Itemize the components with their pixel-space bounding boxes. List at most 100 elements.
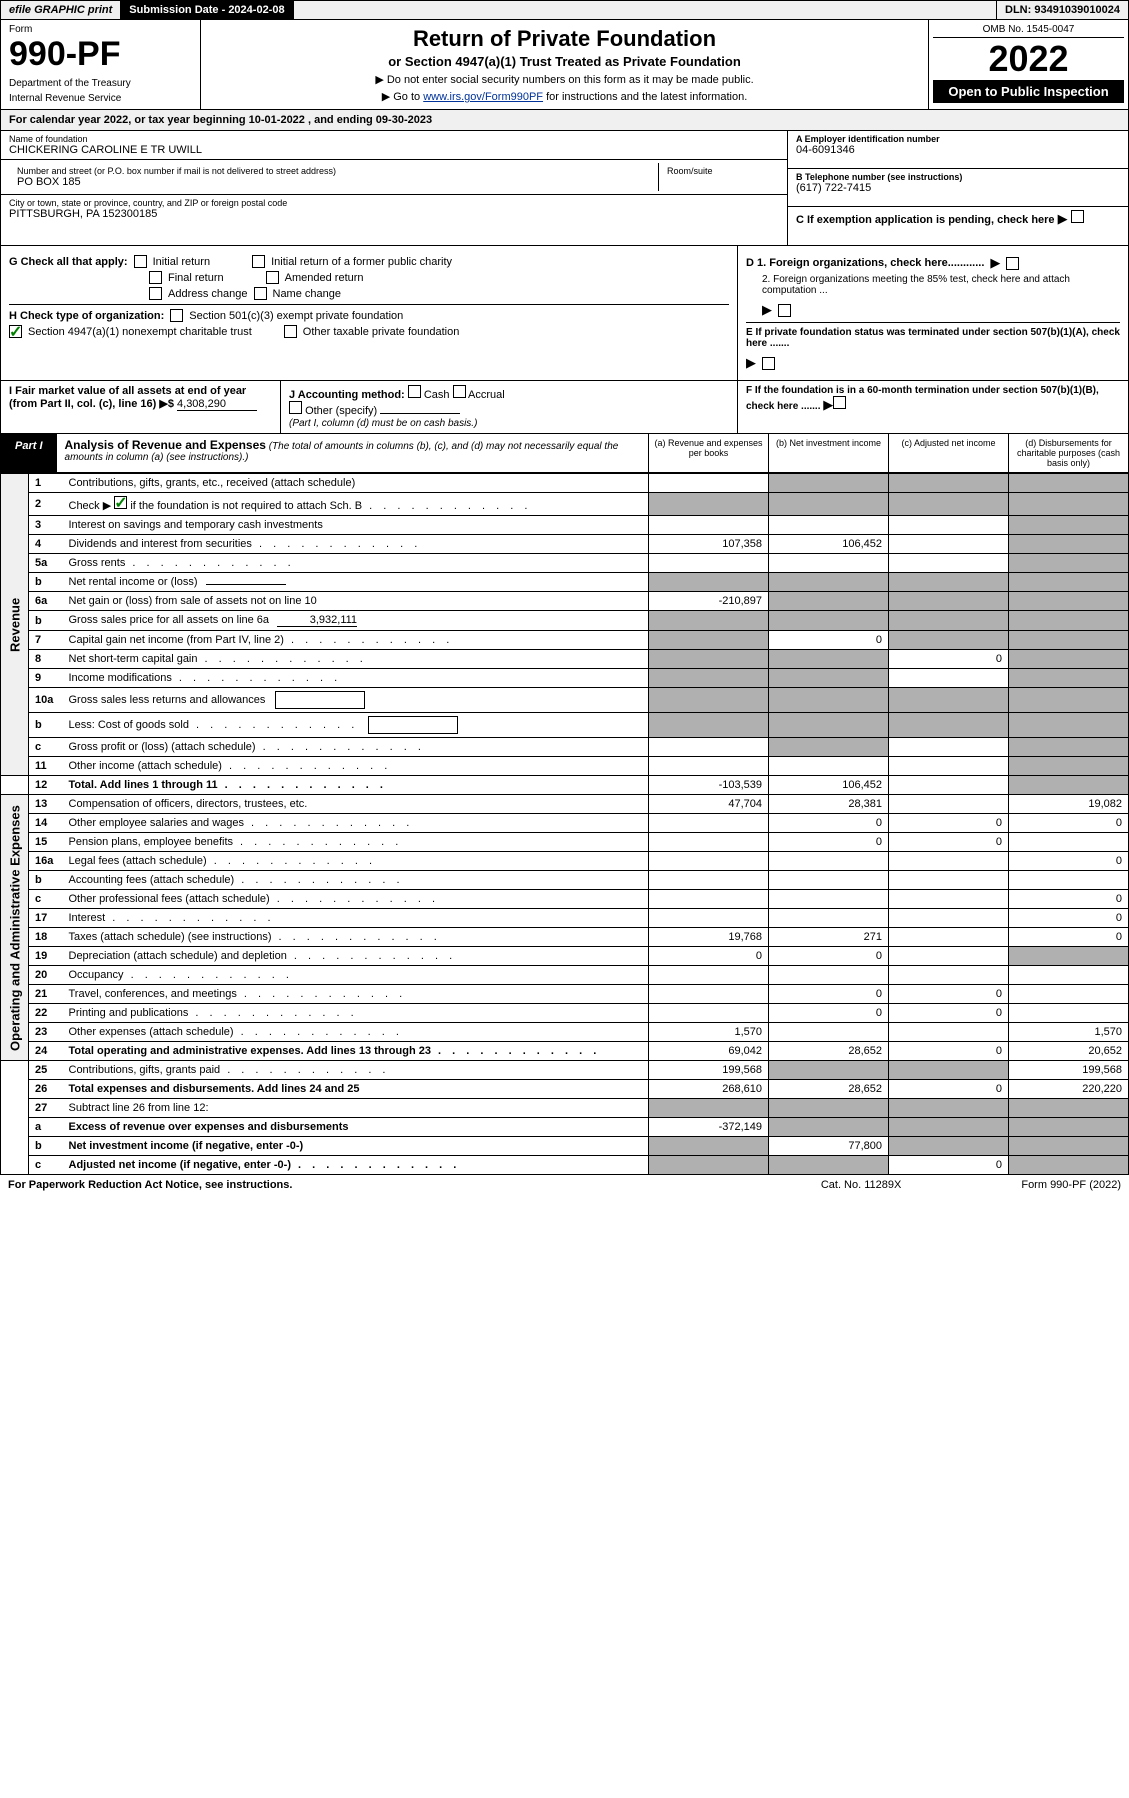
checkbox-cash[interactable]: [408, 385, 421, 398]
entity-info: Name of foundation CHICKERING CAROLINE E…: [0, 131, 1129, 246]
table-row: 5a Gross rents: [1, 554, 1129, 573]
checkbox-e[interactable]: [762, 357, 775, 370]
check-section: G Check all that apply: Initial return I…: [0, 246, 1129, 381]
table-row: 20 Occupancy: [1, 966, 1129, 985]
checkbox-f[interactable]: [833, 396, 846, 409]
table-row: b Gross sales price for all assets on li…: [1, 611, 1129, 631]
part1-title: Analysis of Revenue and Expenses (The to…: [57, 434, 648, 472]
checkbox-other-method[interactable]: [289, 401, 302, 414]
checkbox-d2[interactable]: [778, 304, 791, 317]
accounting-cell: J Accounting method: Cash Accrual Other …: [281, 381, 738, 433]
table-row: 17 Interest 0: [1, 909, 1129, 928]
table-row: b Accounting fees (attach schedule): [1, 871, 1129, 890]
table-row: 16a Legal fees (attach schedule) 0: [1, 852, 1129, 871]
irs-link[interactable]: www.irs.gov/Form990PF: [423, 91, 543, 103]
table-row: 4 Dividends and interest from securities…: [1, 535, 1129, 554]
h-label: H Check type of organization:: [9, 310, 164, 322]
opex-side-label: Operating and Administrative Expenses: [1, 795, 29, 1061]
table-row: 25 Contributions, gifts, grants paid 199…: [1, 1061, 1129, 1080]
g-label: G Check all that apply:: [9, 256, 128, 268]
foundation-name: CHICKERING CAROLINE E TR UWILL: [9, 144, 779, 156]
fmv-value: 4,308,290: [177, 398, 257, 411]
table-row: 9 Income modifications: [1, 669, 1129, 688]
checkbox-name[interactable]: [254, 287, 267, 300]
form-subtitle: or Section 4947(a)(1) Trust Treated as P…: [207, 54, 922, 69]
checkbox-other-taxable[interactable]: [284, 325, 297, 338]
col-a-header: (a) Revenue and expenses per books: [648, 434, 768, 472]
checkbox-amended[interactable]: [266, 271, 279, 284]
checkbox-initial-former[interactable]: [252, 255, 265, 268]
table-row: 19 Depreciation (attach schedule) and de…: [1, 947, 1129, 966]
checkbox-501c3[interactable]: [170, 309, 183, 322]
checkbox-c[interactable]: [1071, 210, 1084, 223]
form-ref: Form 990-PF (2022): [1021, 1179, 1121, 1191]
table-row: 18 Taxes (attach schedule) (see instruct…: [1, 928, 1129, 947]
checkbox-address[interactable]: [149, 287, 162, 300]
cat-no: Cat. No. 11289X: [821, 1179, 902, 1191]
table-row: c Adjusted net income (if negative, ente…: [1, 1156, 1129, 1175]
table-row: Revenue 1 Contributions, gifts, grants, …: [1, 474, 1129, 493]
revenue-side-label: Revenue: [1, 474, 29, 776]
table-row: c Other professional fees (attach schedu…: [1, 890, 1129, 909]
dln: DLN: 93491039010024: [996, 1, 1128, 19]
header-right: OMB No. 1545-0047 2022 Open to Public In…: [928, 20, 1128, 109]
checkbox-final[interactable]: [149, 271, 162, 284]
table-row: 11 Other income (attach schedule): [1, 757, 1129, 776]
fmv-section: I Fair market value of all assets at end…: [0, 381, 1129, 434]
table-row: b Less: Cost of goods sold: [1, 713, 1129, 738]
checkbox-sch-b[interactable]: [114, 496, 127, 509]
checkbox-4947[interactable]: [9, 325, 22, 338]
col-d-header: (d) Disbursements for charitable purpose…: [1008, 434, 1128, 472]
ein-cell: A Employer identification number 04-6091…: [788, 131, 1128, 169]
checkbox-accrual[interactable]: [453, 385, 466, 398]
phone-cell: B Telephone number (see instructions) (6…: [788, 169, 1128, 207]
address-cell: Number and street (or P.O. box number if…: [1, 160, 787, 195]
table-row: 24 Total operating and administrative ex…: [1, 1042, 1129, 1061]
calendar-year-line: For calendar year 2022, or tax year begi…: [0, 110, 1129, 131]
submission-date: Submission Date - 2024-02-08: [121, 1, 293, 19]
table-row: 26 Total expenses and disbursements. Add…: [1, 1080, 1129, 1099]
room-label: Room/suite: [667, 166, 771, 176]
table-row: 8 Net short-term capital gain 0: [1, 650, 1129, 669]
table-row: 2 Check ▶ if the foundation is not requi…: [1, 493, 1129, 516]
fmv-cell: I Fair market value of all assets at end…: [1, 381, 281, 433]
checkbox-initial[interactable]: [134, 255, 147, 268]
table-row: 27 Subtract line 26 from line 12:: [1, 1099, 1129, 1118]
phone: (617) 722-7415: [796, 182, 1120, 194]
part1-label: Part I: [1, 434, 57, 472]
table-row: 10a Gross sales less returns and allowan…: [1, 688, 1129, 713]
page-footer: For Paperwork Reduction Act Notice, see …: [0, 1175, 1129, 1195]
part1-header: Part I Analysis of Revenue and Expenses …: [0, 434, 1129, 473]
arrow-icon: ▶: [1058, 211, 1072, 226]
open-inspection: Open to Public Inspection: [933, 80, 1124, 103]
paperwork-notice: For Paperwork Reduction Act Notice, see …: [8, 1179, 821, 1191]
analysis-table: Revenue 1 Contributions, gifts, grants, …: [0, 473, 1129, 1175]
f-cell: F If the foundation is in a 60-month ter…: [738, 381, 1128, 433]
dept-irs: Internal Revenue Service: [9, 93, 192, 104]
table-row: c Gross profit or (loss) (attach schedul…: [1, 738, 1129, 757]
form-header: Form 990-PF Department of the Treasury I…: [0, 20, 1129, 110]
note-link: ▶ Go to www.irs.gov/Form990PF for instru…: [207, 90, 922, 103]
table-row: 21 Travel, conferences, and meetings 00: [1, 985, 1129, 1004]
table-row: 6a Net gain or (loss) from sale of asset…: [1, 592, 1129, 611]
table-row: a Excess of revenue over expenses and di…: [1, 1118, 1129, 1137]
form-label: Form: [9, 24, 192, 35]
checkbox-d1[interactable]: [1006, 257, 1019, 270]
table-row: 12 Total. Add lines 1 through 11 -103,53…: [1, 776, 1129, 795]
form-title: Return of Private Foundation: [207, 26, 922, 52]
col-b-header: (b) Net investment income: [768, 434, 888, 472]
table-row: 14 Other employee salaries and wages 000: [1, 814, 1129, 833]
exemption-pending: C If exemption application is pending, c…: [788, 207, 1128, 245]
efile-label: efile GRAPHIC print: [1, 1, 121, 19]
ein: 04-6091346: [796, 144, 1120, 156]
tax-year: 2022: [933, 38, 1124, 80]
top-bar: efile GRAPHIC print Submission Date - 20…: [0, 0, 1129, 20]
form-number: 990-PF: [9, 35, 192, 74]
city-state-zip: PITTSBURGH, PA 152300185: [9, 208, 779, 220]
omb-number: OMB No. 1545-0047: [933, 24, 1124, 38]
table-row: 3 Interest on savings and temporary cash…: [1, 516, 1129, 535]
dept-treasury: Department of the Treasury: [9, 78, 192, 89]
table-row: b Net rental income or (loss): [1, 573, 1129, 592]
table-row: 23 Other expenses (attach schedule) 1,57…: [1, 1023, 1129, 1042]
name-cell: Name of foundation CHICKERING CAROLINE E…: [1, 131, 787, 160]
